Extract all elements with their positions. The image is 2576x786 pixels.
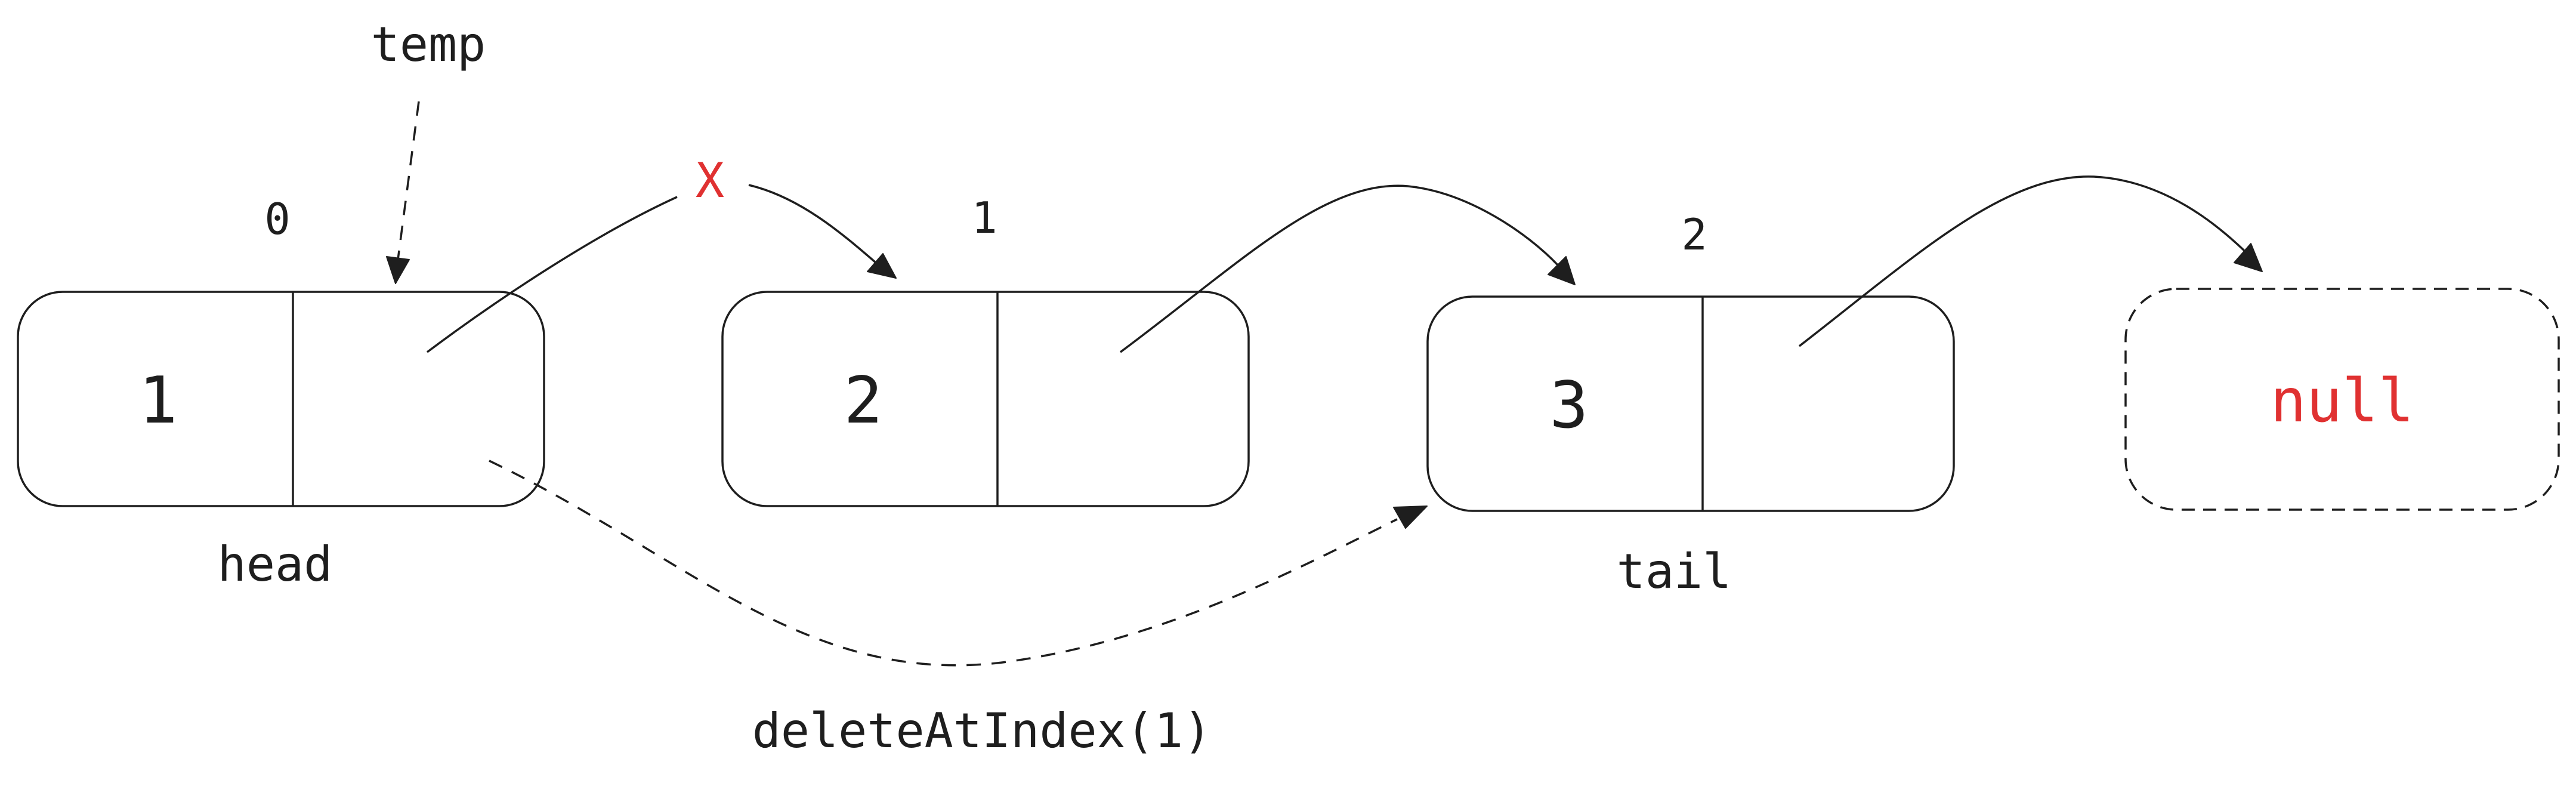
node-2-value: 3 [1549,368,1588,443]
link-node1-to-node2 [1119,184,1576,353]
temp-pointer-arrow [386,101,420,284]
node-0-box [17,291,545,507]
temp-label: temp [371,17,486,72]
node-0-index: 0 [264,194,290,244]
node-0: 1 0 [17,194,545,507]
removed-link: X [426,153,897,353]
null-node-box [2124,288,2560,511]
node-1-value: 2 [844,363,882,438]
head-label: head [218,537,333,592]
new-link-node0-to-node2 [489,460,1428,667]
node-1-index: 1 [971,193,997,243]
node-1: 2 1 [721,193,1250,507]
node-2-index: 2 [1681,209,1707,260]
tail-label: tail [1617,544,1732,599]
node-1-box [721,291,1250,507]
node-2-box [1426,295,1955,512]
null-label: null [2271,366,2414,436]
null-node: null [2124,288,2560,511]
operation-label: deleteAtIndex(1) [752,703,1212,759]
node-0-value: 1 [138,363,177,438]
removed-link-segment-a [426,196,678,353]
removed-link-mark: X [696,153,724,208]
link-node2-to-null [1798,175,2263,347]
node-2: 3 2 [1426,209,1955,512]
removed-link-segment-b [748,184,877,264]
